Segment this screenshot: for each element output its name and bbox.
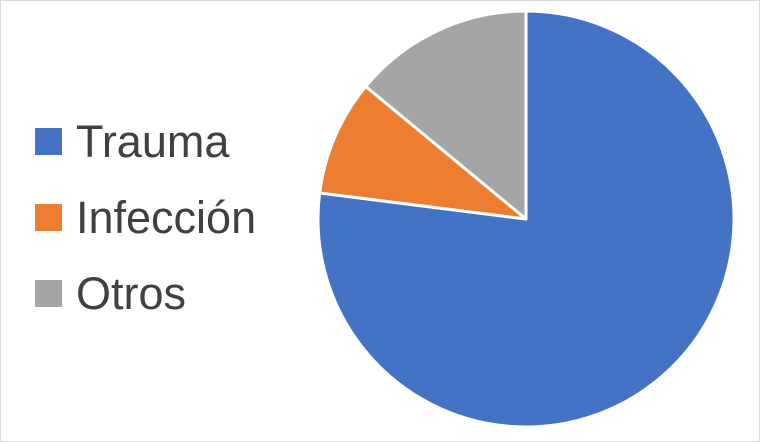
pie-slice-trauma <box>316 9 736 429</box>
legend-label-otros: Otros <box>76 267 187 319</box>
legend: Trauma Infección Otros <box>35 103 305 331</box>
legend-item-infeccion: Infección <box>35 179 305 255</box>
pie-slice-infeccion <box>318 84 528 221</box>
legend-swatch-infeccion <box>35 203 62 231</box>
legend-swatch-otros <box>35 279 62 307</box>
pie-slice-otros <box>364 9 528 221</box>
legend-item-trauma: Trauma <box>35 103 305 179</box>
legend-item-otros: Otros <box>35 255 305 331</box>
legend-swatch-trauma <box>35 127 62 155</box>
legend-label-trauma: Trauma <box>76 115 230 167</box>
legend-label-infeccion: Infección <box>76 191 257 243</box>
